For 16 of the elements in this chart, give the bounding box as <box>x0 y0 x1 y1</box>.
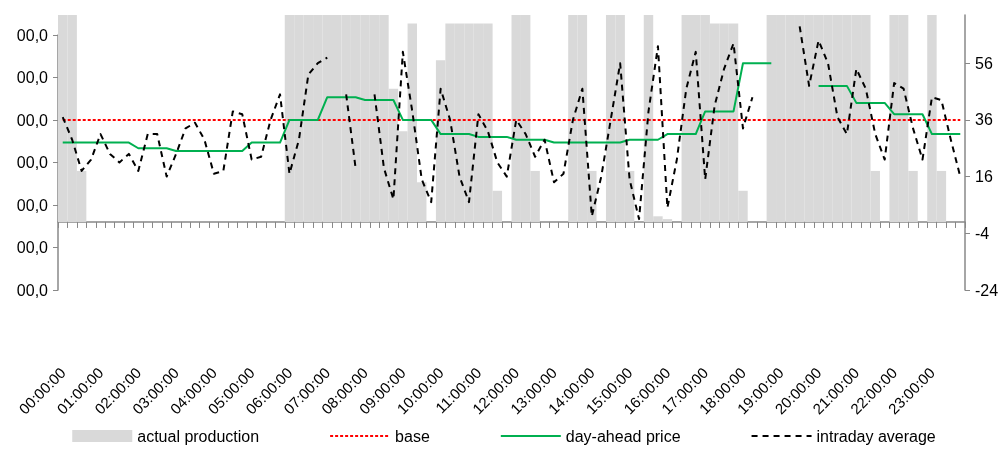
category-label: 00,0 <box>16 111 48 129</box>
legend-label: day-ahead price <box>565 427 681 445</box>
y2-tick-label: -24 <box>975 281 999 299</box>
legend-label: actual production <box>137 427 260 445</box>
category-label: 00,0 <box>16 196 48 214</box>
category-label: 00,0 <box>16 69 48 86</box>
category-label: 00,0 <box>16 239 48 256</box>
category-label: 00,0 <box>16 281 48 299</box>
legend-label: base <box>395 427 430 445</box>
y2-tick-label: -4 <box>975 224 990 242</box>
legend-label: intraday average <box>816 427 936 445</box>
y2-tick-label: 56 <box>975 54 993 72</box>
y2-tick-label: 36 <box>975 111 993 129</box>
y2-tick-label: 16 <box>975 168 993 186</box>
category-label: 00,0 <box>16 154 48 171</box>
category-label: 00,0 <box>16 26 48 44</box>
